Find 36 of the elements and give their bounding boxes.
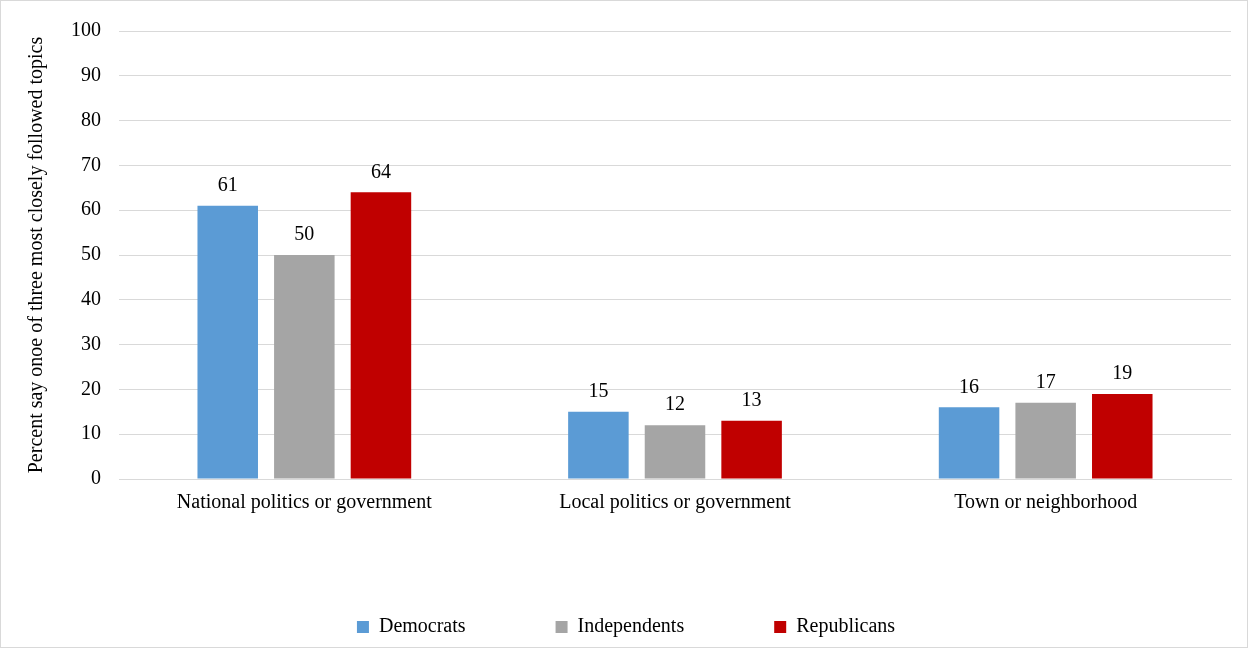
- legend-label: Independents: [577, 614, 685, 638]
- bar: [197, 205, 258, 479]
- y-tick-label: 70: [81, 152, 101, 175]
- bar: [721, 420, 782, 479]
- data-label: 16: [959, 374, 980, 397]
- legend-label: Democrats: [378, 614, 466, 637]
- y-tick-label: 40: [81, 287, 101, 310]
- data-label: 61: [217, 172, 238, 195]
- data-label: 15: [588, 379, 609, 402]
- x-tick-label: Local politics or government: [559, 490, 792, 514]
- y-tick-label: 0: [91, 466, 101, 489]
- bar: [644, 425, 706, 479]
- x-tick-label: Town or neighborhood: [954, 490, 1138, 514]
- bar: [1092, 393, 1153, 479]
- y-tick-label: 30: [81, 331, 101, 354]
- data-label: 17: [1035, 370, 1056, 393]
- bar: [568, 411, 629, 479]
- legend-label: Republicans: [796, 614, 896, 638]
- y-tick-label: 20: [81, 376, 101, 399]
- y-axis-title: Percent say onoe of three most closely followed topics: [24, 36, 48, 474]
- y-tick-label: 90: [81, 63, 101, 86]
- y-tick-label: 80: [81, 107, 101, 130]
- bar: [350, 192, 412, 479]
- data-label: 64: [370, 159, 391, 182]
- data-label: 50: [294, 222, 315, 245]
- bar: [1015, 402, 1076, 479]
- data-label: 13: [741, 388, 762, 411]
- bar: [938, 407, 1000, 479]
- y-tick-label: 100: [71, 18, 101, 41]
- x-tick-label: National politics or government: [176, 490, 433, 514]
- data-label: 19: [1112, 361, 1133, 384]
- bar: [274, 255, 335, 479]
- data-label: 12: [665, 392, 685, 415]
- y-tick-label: 50: [81, 242, 101, 265]
- y-tick-label: 10: [81, 421, 101, 444]
- y-tick-label: 60: [81, 197, 101, 220]
